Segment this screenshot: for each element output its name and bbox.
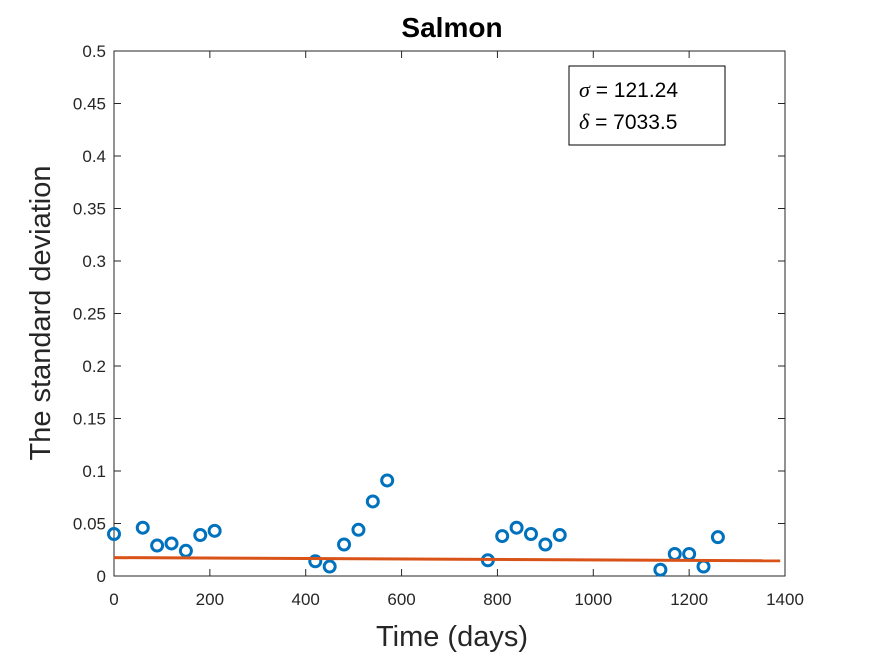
x-tick-label: 600 xyxy=(387,590,415,609)
data-point xyxy=(178,543,193,558)
data-point xyxy=(523,527,538,541)
trend-line xyxy=(113,556,781,563)
delta-value: = 7033.5 xyxy=(589,111,677,134)
data-point xyxy=(538,537,553,552)
y-tick-label: 0.05 xyxy=(73,515,106,534)
sigma-symbol: σ xyxy=(579,77,591,102)
annotation-frame xyxy=(568,65,726,146)
data-point xyxy=(308,554,323,569)
data-point xyxy=(193,528,208,543)
sigma-value: = 121.24 xyxy=(590,79,678,102)
annotation-sigma: σ = 121.24 xyxy=(579,77,678,102)
data-point xyxy=(135,520,150,535)
data-point xyxy=(150,538,165,553)
data-point xyxy=(495,529,510,544)
data-point xyxy=(509,520,524,535)
y-tick-label: 0.45 xyxy=(73,95,106,114)
y-axis-ticks: 0 0.05 0.1 0.15 0.2 0.25 0.3 0.35 0.4 0.45 0.5 xyxy=(73,42,785,586)
y-tick-label: 0.3 xyxy=(82,252,106,271)
data-point xyxy=(107,527,121,541)
data-point xyxy=(207,523,222,538)
x-tick-label: 200 xyxy=(196,590,224,609)
series-layer xyxy=(107,473,781,577)
x-axis-ticks: 0 200 400 600 800 1000 1200 1400 xyxy=(109,51,804,609)
y-tick-label: 0.5 xyxy=(82,42,106,61)
data-point xyxy=(710,530,725,545)
x-tick-label: 1000 xyxy=(574,590,612,609)
x-tick-label: 0 xyxy=(109,590,118,609)
x-tick-label: 1200 xyxy=(670,590,708,609)
x-tick-label: 800 xyxy=(483,590,511,609)
annotation-box: σ = 121.24 δ = 7033.5 xyxy=(568,65,726,146)
data-point xyxy=(653,562,668,577)
y-tick-label: 0.4 xyxy=(82,147,106,166)
x-axis-label: Time (days) xyxy=(376,621,528,653)
y-tick-label: 0.25 xyxy=(73,305,106,324)
y-axis-label: The standard deviation xyxy=(25,165,57,460)
data-point xyxy=(380,473,395,488)
data-point xyxy=(351,522,366,537)
y-tick-label: 0.2 xyxy=(82,357,106,376)
y-tick-label: 0.35 xyxy=(73,200,106,219)
data-point xyxy=(164,536,179,551)
chart-title: Salmon xyxy=(401,12,502,43)
annotation-delta: δ = 7033.5 xyxy=(579,109,677,134)
delta-symbol: δ xyxy=(579,109,590,134)
data-point xyxy=(337,537,352,552)
data-point xyxy=(365,494,380,509)
x-tick-label: 1400 xyxy=(766,590,804,609)
x-tick-label: 400 xyxy=(292,590,320,609)
data-point xyxy=(322,559,337,574)
y-tick-label: 0.1 xyxy=(82,462,106,481)
y-tick-label: 0.15 xyxy=(73,410,106,429)
y-tick-label: 0 xyxy=(97,567,106,586)
data-point xyxy=(552,528,567,543)
